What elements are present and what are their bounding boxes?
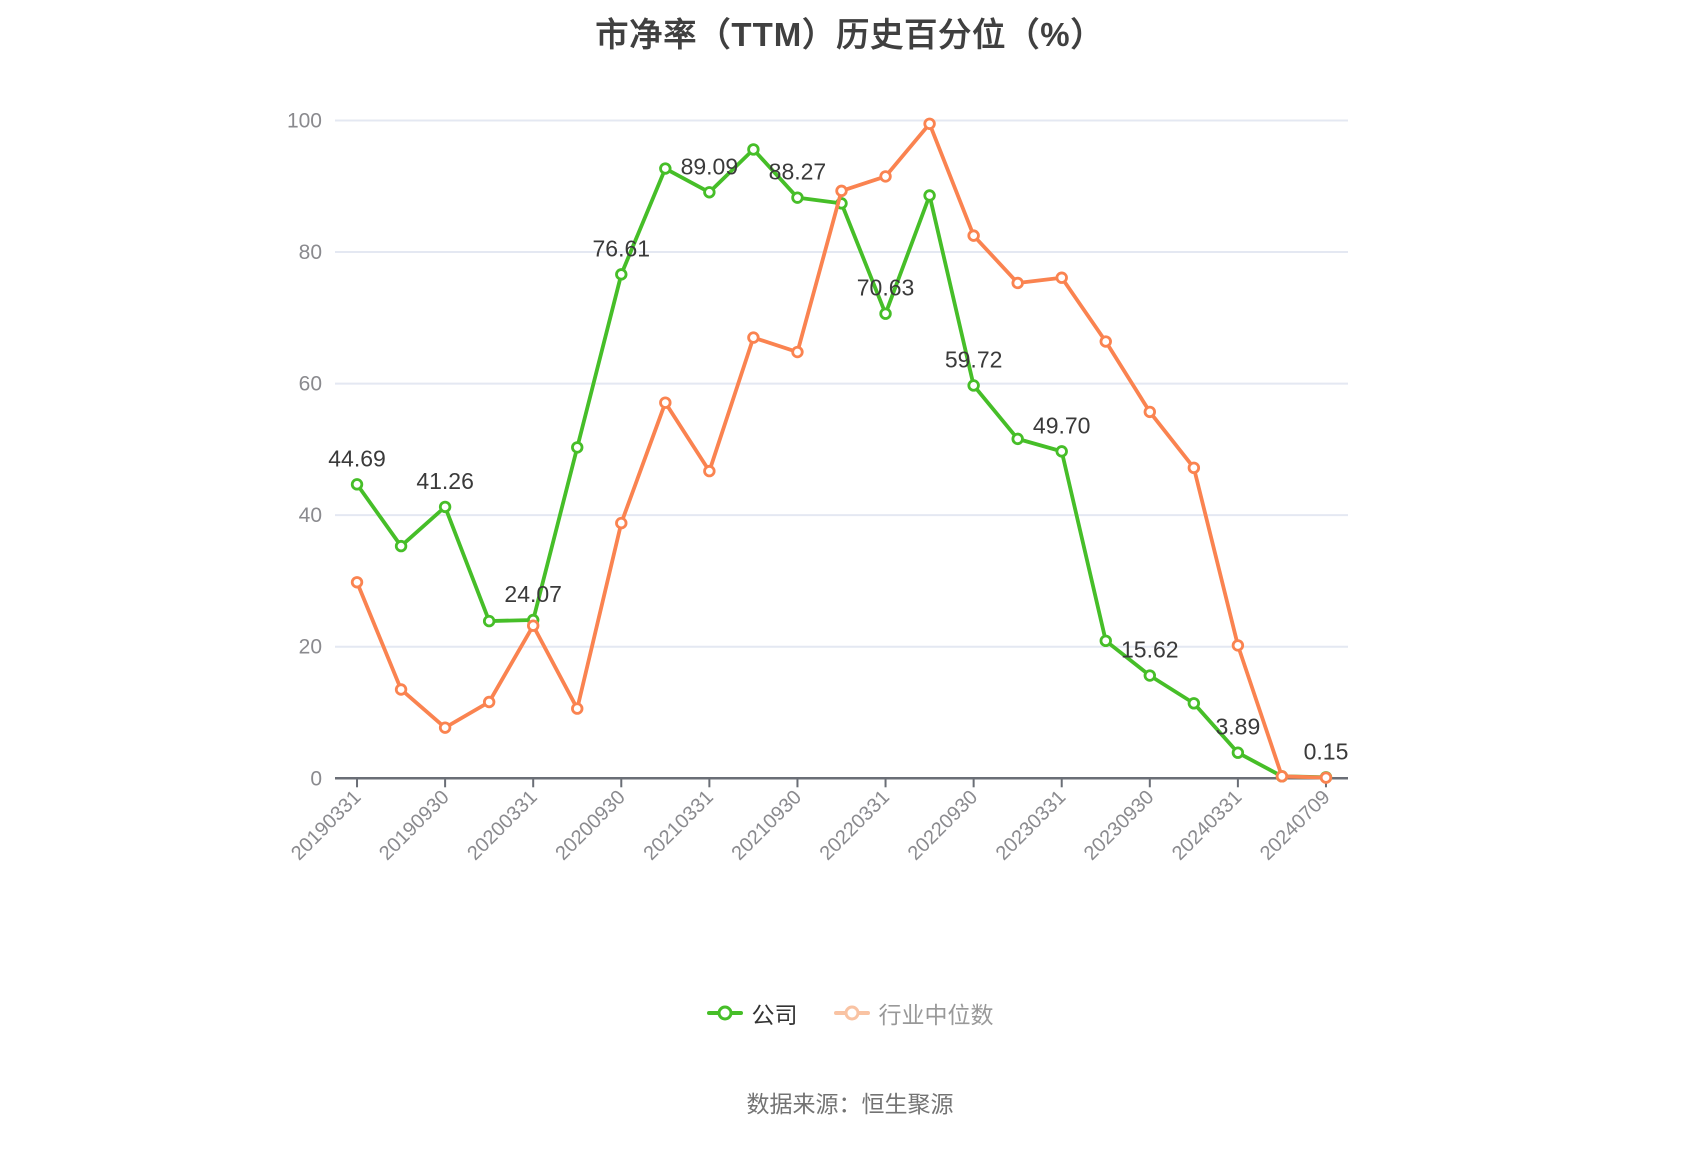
svg-text:20210331: 20210331 (639, 786, 717, 864)
svg-text:20220331: 20220331 (816, 786, 894, 864)
svg-text:20200930: 20200930 (551, 786, 629, 864)
company-point[interactable] (571, 441, 584, 454)
svg-text:60: 60 (299, 373, 322, 396)
industry-point[interactable] (482, 695, 496, 709)
industry-point[interactable] (350, 576, 364, 589)
svg-text:59.72: 59.72 (945, 346, 1003, 372)
industry-point[interactable] (1143, 405, 1157, 419)
industry-point[interactable] (967, 229, 980, 242)
industry-point[interactable] (1231, 639, 1245, 652)
company-point[interactable] (1099, 634, 1112, 648)
legend: 公司 行业中位数 (0, 996, 1700, 1030)
industry-point[interactable] (571, 702, 584, 715)
industry-point[interactable] (703, 464, 716, 478)
legend-item-company[interactable]: 公司 (706, 996, 798, 1030)
svg-text:76.61: 76.61 (593, 235, 651, 261)
svg-text:40: 40 (299, 504, 322, 527)
company-point[interactable] (1011, 432, 1024, 446)
svg-text:49.70: 49.70 (1033, 412, 1091, 438)
industry-point[interactable] (791, 345, 804, 359)
industry-point[interactable] (615, 516, 628, 530)
svg-text:20230930: 20230930 (1080, 786, 1158, 864)
company-point[interactable] (879, 307, 892, 320)
industry-point[interactable] (1275, 770, 1289, 783)
svg-text:20240709: 20240709 (1256, 786, 1334, 864)
company-point[interactable] (1143, 669, 1157, 682)
svg-text:80: 80 (299, 241, 322, 264)
industry-point[interactable] (394, 683, 408, 696)
company-point[interactable] (791, 191, 804, 204)
industry-point[interactable] (1055, 271, 1068, 284)
svg-text:20190331: 20190331 (287, 786, 365, 864)
industry-line-marker-icon (833, 1005, 870, 1021)
company-point[interactable] (1231, 746, 1245, 759)
company-point[interactable] (1055, 445, 1068, 458)
svg-text:0.15: 0.15 (1304, 738, 1349, 764)
legend-label-company: 公司 (751, 1002, 798, 1028)
industry-point[interactable] (747, 331, 760, 344)
legend-item-industry[interactable]: 行业中位数 (833, 996, 994, 1030)
company-point[interactable] (703, 186, 716, 199)
y-gridlines (335, 119, 1348, 648)
industry-point[interactable] (438, 721, 452, 734)
company-point[interactable] (438, 500, 452, 514)
company-point[interactable] (394, 539, 408, 553)
industry-line (355, 121, 1328, 780)
svg-text:20: 20 (299, 636, 322, 659)
company-point-labels: 44.69 41.26 24.07 76.61 89.09 88.27 70.63 59.72… (328, 153, 1348, 764)
company-point[interactable] (615, 268, 628, 281)
company-point[interactable] (350, 478, 364, 491)
x-axis-labels: 20190331 20190930 20200331 20200930 20210331… (287, 786, 1334, 864)
svg-text:24.07: 24.07 (504, 581, 562, 607)
company-series (350, 143, 1333, 784)
industry-point[interactable] (835, 184, 848, 198)
company-line (355, 147, 1328, 780)
svg-text:20190930: 20190930 (375, 786, 453, 864)
industry-point[interactable] (923, 117, 936, 130)
line-chart-plot: 0 20 40 60 80 100 20190331 20190930 20200331 2020… (287, 110, 1348, 865)
svg-text:70.63: 70.63 (857, 275, 915, 301)
svg-text:100: 100 (287, 110, 322, 133)
data-source-note: 数据来源：恒生聚源 (746, 1091, 954, 1117)
company-line-marker-icon (706, 1005, 743, 1021)
industry-point[interactable] (1099, 335, 1112, 348)
industry-point[interactable] (659, 396, 672, 409)
company-point[interactable] (659, 162, 672, 175)
company-point[interactable] (1187, 697, 1201, 710)
svg-text:15.62: 15.62 (1121, 637, 1179, 663)
chart-title: 市净率（TTM）历史百分位（%） (595, 16, 1105, 53)
svg-text:3.89: 3.89 (1216, 714, 1261, 740)
svg-text:41.26: 41.26 (416, 468, 474, 494)
company-point[interactable] (967, 379, 980, 392)
industry-point[interactable] (1011, 276, 1024, 290)
svg-text:0: 0 (310, 767, 322, 790)
svg-text:20200331: 20200331 (463, 786, 541, 864)
company-point[interactable] (747, 143, 760, 156)
x-axis (335, 777, 1348, 788)
svg-text:20240331: 20240331 (1168, 786, 1246, 864)
svg-text:20220930: 20220930 (904, 786, 982, 864)
industry-series (350, 117, 1333, 784)
company-point[interactable] (482, 614, 496, 628)
industry-point[interactable] (1319, 771, 1333, 784)
legend-label-industry: 行业中位数 (878, 1002, 994, 1028)
svg-text:44.69: 44.69 (328, 445, 386, 471)
svg-text:20210930: 20210930 (728, 786, 806, 864)
industry-point[interactable] (1187, 461, 1201, 475)
svg-text:88.27: 88.27 (769, 159, 827, 185)
company-point[interactable] (923, 189, 936, 202)
industry-point[interactable] (526, 619, 540, 632)
svg-text:89.09: 89.09 (681, 153, 739, 179)
industry-point[interactable] (879, 170, 892, 183)
y-axis-labels: 0 20 40 60 80 100 (287, 110, 322, 791)
svg-text:20230331: 20230331 (992, 786, 1070, 864)
